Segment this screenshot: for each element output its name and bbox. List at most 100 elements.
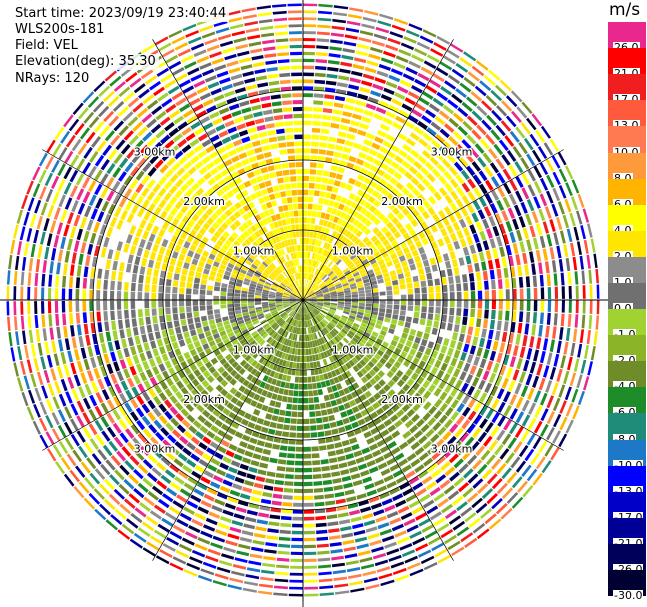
velocity-gate (407, 300, 414, 306)
velocity-gate (309, 176, 316, 182)
velocity-gate (75, 277, 81, 289)
velocity-gate (357, 252, 365, 259)
velocity-gate (432, 73, 445, 83)
velocity-gate (249, 437, 258, 445)
velocity-gate (550, 447, 560, 461)
velocity-gate (212, 370, 220, 379)
velocity-gate (193, 49, 207, 57)
velocity-gate (210, 389, 219, 398)
velocity-gate (289, 300, 296, 302)
velocity-gate (387, 150, 397, 159)
velocity-gate (415, 171, 425, 181)
velocity-gate (322, 249, 328, 257)
velocity-gate (379, 146, 389, 155)
velocity-gate (217, 522, 230, 530)
velocity-gate (90, 381, 99, 393)
velocity-gate (222, 231, 230, 239)
velocity-gate (238, 225, 246, 233)
velocity-gate (385, 81, 398, 89)
velocity-gate (467, 191, 476, 202)
velocity-gate (444, 466, 456, 477)
velocity-gate (228, 466, 238, 474)
velocity-gate (367, 338, 375, 345)
velocity-gate (477, 209, 486, 220)
velocity-gate (478, 196, 487, 208)
velocity-gate (379, 13, 394, 20)
velocity-gate (180, 319, 187, 326)
velocity-gate (383, 451, 393, 460)
velocity-gate (293, 252, 297, 259)
velocity-gate (386, 192, 395, 201)
velocity-gate (283, 225, 289, 233)
velocity-gate (321, 308, 329, 313)
velocity-gate (355, 456, 365, 464)
velocity-gate (207, 309, 214, 316)
velocity-gate (181, 268, 188, 276)
velocity-gate (438, 146, 449, 156)
velocity-gate (403, 359, 411, 368)
velocity-gate (413, 160, 423, 170)
velocity-gate (87, 96, 100, 108)
velocity-gate (359, 359, 367, 367)
velocity-gate (357, 311, 364, 316)
velocity-gate (186, 235, 194, 243)
velocity-gate (321, 274, 328, 281)
velocity-gate (142, 477, 154, 488)
velocity-gate (526, 348, 533, 360)
velocity-gate (292, 304, 298, 310)
velocity-gate (238, 376, 246, 384)
velocity-gate (73, 214, 81, 227)
velocity-gate (238, 129, 249, 137)
velocity-gate (250, 415, 258, 423)
velocity-gate (526, 239, 533, 251)
velocity-gate (362, 16, 377, 23)
velocity-gate (94, 468, 106, 480)
velocity-gate (358, 290, 365, 294)
velocity-gate (119, 262, 125, 272)
velocity-gate (255, 290, 262, 294)
velocity-gate (256, 124, 266, 131)
velocity-gate (181, 127, 192, 136)
velocity-gate (511, 110, 522, 123)
velocity-gate (399, 364, 408, 373)
velocity-gate (94, 344, 101, 356)
velocity-gate (311, 453, 320, 459)
velocity-gate (314, 288, 321, 293)
velocity-gate (495, 375, 503, 387)
velocity-gate (285, 316, 291, 323)
velocity-gate (264, 283, 271, 288)
velocity-gate (518, 141, 528, 155)
velocity-gate (240, 300, 248, 304)
velocity-gate (422, 91, 434, 100)
velocity-gate (382, 374, 391, 383)
velocity-gate (447, 99, 459, 109)
velocity-gate (392, 314, 399, 320)
velocity-gate (286, 276, 292, 283)
velocity-gate (383, 156, 393, 165)
velocity-gate (265, 267, 272, 274)
velocity-gate (147, 399, 156, 410)
velocity-gate (232, 564, 247, 570)
velocity-gate (380, 468, 391, 476)
velocity-gate (303, 38, 316, 42)
velocity-gate (340, 278, 347, 283)
velocity-gate (414, 300, 421, 306)
velocity-gate (232, 406, 240, 414)
velocity-gate (430, 366, 439, 376)
velocity-gate (183, 482, 195, 492)
velocity-gate (430, 433, 440, 443)
velocity-gate (332, 265, 339, 272)
velocity-gate (303, 439, 311, 445)
velocity-gate (395, 435, 405, 445)
velocity-gate (227, 584, 242, 590)
velocity-gate (404, 271, 411, 278)
velocity-gate (142, 459, 154, 470)
velocity-gate (104, 321, 110, 332)
velocity-gate (500, 120, 512, 132)
velocity-gate (311, 210, 317, 217)
velocity-gate (68, 288, 73, 300)
velocity-gate (372, 292, 379, 296)
velocity-gate (408, 476, 420, 485)
velocity-gate (391, 217, 400, 225)
velocity-gate (544, 206, 552, 219)
